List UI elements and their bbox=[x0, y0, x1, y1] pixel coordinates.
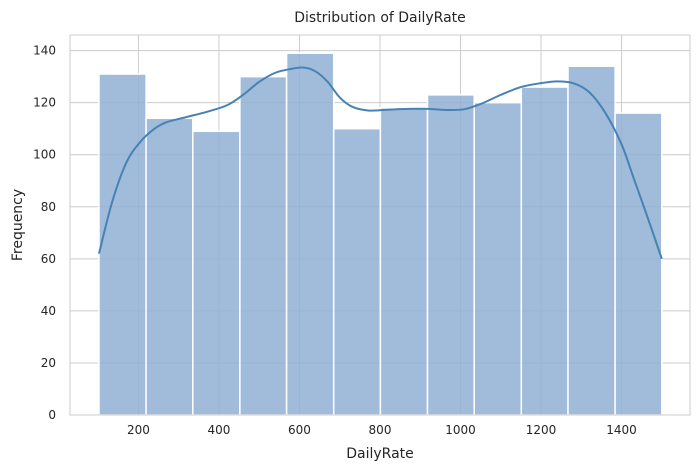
histogram-bar bbox=[98, 73, 147, 416]
y-tick-label: 80 bbox=[41, 200, 56, 214]
y-tick-label: 20 bbox=[41, 356, 56, 370]
chart-title: Distribution of DailyRate bbox=[294, 10, 466, 26]
histogram-bar bbox=[520, 86, 569, 416]
y-tick-label: 60 bbox=[41, 252, 56, 266]
y-tick-labels: 0 20 40 60 80 100 120 140 bbox=[33, 44, 56, 422]
y-tick-label: 100 bbox=[33, 148, 56, 162]
x-axis-label: DailyRate bbox=[346, 446, 414, 462]
histogram-bar bbox=[332, 127, 382, 416]
histogram-bar bbox=[192, 130, 241, 416]
histogram-bar bbox=[426, 94, 475, 416]
histogram-bar bbox=[379, 107, 429, 416]
histogram-bars bbox=[98, 52, 663, 416]
histogram-bar bbox=[473, 101, 523, 416]
y-tick-label: 120 bbox=[33, 96, 56, 110]
x-tick-labels: 200 400 600 800 1000 1200 1400 bbox=[127, 423, 637, 437]
histogram-bar bbox=[285, 52, 335, 416]
y-tick-label: 140 bbox=[33, 44, 56, 58]
x-tick-label: 400 bbox=[208, 423, 231, 437]
histogram-bar bbox=[614, 112, 663, 416]
histogram-bar bbox=[145, 117, 194, 416]
y-axis-label: Frequency bbox=[10, 189, 26, 261]
kde-curve bbox=[98, 66, 663, 260]
x-tick-label: 800 bbox=[369, 423, 392, 437]
y-tick-label: 0 bbox=[48, 408, 56, 422]
plot-frame bbox=[69, 34, 691, 416]
x-tick-label: 1400 bbox=[606, 423, 637, 437]
x-tick-label: 1000 bbox=[445, 423, 476, 437]
y-tick-label: 40 bbox=[41, 304, 56, 318]
x-tick-label: 200 bbox=[127, 423, 150, 437]
x-tick-label: 600 bbox=[288, 423, 311, 437]
histogram-bar bbox=[239, 75, 288, 416]
histogram-bar bbox=[567, 65, 616, 416]
x-tick-label: 1200 bbox=[526, 423, 557, 437]
